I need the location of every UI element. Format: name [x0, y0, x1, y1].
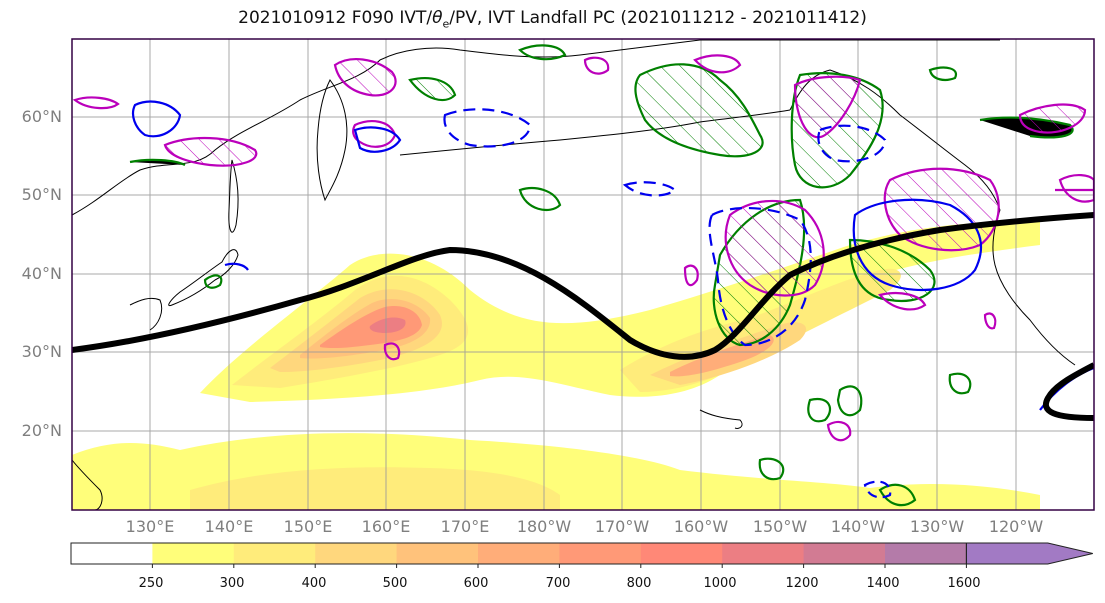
- theta-contour-13: [877, 291, 927, 311]
- map-frame: [71, 38, 1095, 511]
- pv-contour-sw1: [758, 457, 785, 481]
- lat-label-40n: 40°N: [21, 264, 62, 283]
- colorbar-tick-1600: 1600: [947, 576, 981, 591]
- japan-coast: [168, 249, 239, 307]
- pv-contour-sub1: [836, 385, 863, 417]
- colorbar-tick-1400: 1400: [866, 576, 900, 591]
- taiwan-ph: [72, 459, 103, 510]
- colorbar-tick-800: 800: [626, 576, 652, 591]
- lon-label-170e: 170°E: [440, 517, 490, 536]
- pv-contour-sub2: [948, 372, 972, 395]
- theta-contour-10: [1058, 174, 1094, 203]
- colorbar-segment: [396, 543, 479, 564]
- ivt-contour-solid-nw: [131, 100, 182, 138]
- ivt-contour-dash-aleut: [443, 108, 532, 148]
- colorbar-segment: [315, 543, 398, 564]
- colorbar-segment: [478, 543, 560, 564]
- colorbar-tick-700: 700: [545, 576, 571, 591]
- colorbar-segment: [640, 543, 723, 564]
- lon-label-130w: 130°W: [909, 517, 965, 536]
- lon-label-140e: 140°E: [204, 517, 254, 536]
- colorbar-tick-250: 250: [138, 576, 164, 591]
- lon-label-170w: 170°W: [594, 517, 650, 536]
- colorbar-tick-300: 300: [219, 576, 245, 591]
- theta-contour-6: [583, 56, 610, 75]
- hawaii: [699, 409, 743, 429]
- pv-contour-nw: [408, 77, 457, 102]
- ivt-band-300-south: [190, 467, 560, 510]
- theta-contour-12: [683, 264, 699, 287]
- theta-contour-14: [826, 420, 852, 442]
- ivt-contour-dash-central: [708, 207, 812, 347]
- theta-contour-1: [333, 58, 397, 97]
- ivt-contour-dash-mid: [622, 181, 677, 197]
- lat-label-60n: 60°N: [21, 107, 62, 126]
- theta-contour-16: [383, 342, 401, 361]
- colorbar-tick-1200: 1200: [785, 576, 819, 591]
- colorbar-frame: [70, 542, 967, 565]
- lat-label-20n: 20°N: [21, 421, 62, 440]
- ivt-contour-solid-kamch: [353, 126, 402, 153]
- lon-label-150e: 150°E: [283, 517, 333, 536]
- colorbar-segment: [152, 543, 235, 564]
- map-title: 2021010912 F090 IVT/θe/PV, IVT Landfall …: [238, 8, 867, 31]
- colorbar-segment: [803, 543, 886, 564]
- colorbar-tick-600: 600: [463, 576, 489, 591]
- ivt-contour-solid-japan: [224, 262, 249, 271]
- colorbar: [70, 542, 1093, 568]
- na-westcoast: [992, 209, 1076, 366]
- sakhalin-coast: [228, 159, 239, 233]
- theta-contours: [72, 54, 1094, 442]
- theta-contour-2: [163, 137, 258, 167]
- lat-label-50n: 50°N: [21, 185, 62, 204]
- ivt-band-1000: [369, 317, 406, 333]
- ivt-contour-solid-east: [852, 198, 983, 292]
- pv-contour-nw2: [129, 158, 186, 167]
- lon-label-130e: 130°E: [125, 517, 175, 536]
- theta-contour-4: [72, 96, 120, 110]
- kamchatka-coast: [316, 79, 348, 202]
- ivt-landfall-contours: [131, 100, 1094, 499]
- colorbar-segment: [559, 543, 642, 564]
- lat-label-30n: 30°N: [21, 342, 62, 361]
- theta-contour-3: [352, 120, 397, 148]
- pv-contour-gulf: [634, 63, 764, 158]
- pv-contour-sub3: [878, 483, 917, 507]
- pv-contour-sub4: [807, 397, 832, 423]
- ivt-shading: [72, 221, 1040, 510]
- lon-label-140w: 140°W: [830, 517, 886, 536]
- colorbar-extend-arrow: [965, 542, 1093, 565]
- theta-contour-11: [1018, 103, 1087, 134]
- colorbar-tick-500: 500: [382, 576, 408, 591]
- lon-label-120w: 120°W: [988, 517, 1044, 536]
- ivt-contour-dash-sw: [863, 480, 892, 499]
- pv-contour-east3: [928, 66, 958, 81]
- lon-label-150w: 150°W: [752, 517, 808, 536]
- lon-label-180w: 180°W: [516, 517, 572, 536]
- jet-axis-line-se: [1043, 362, 1094, 421]
- colorbar-tick-400: 400: [301, 576, 327, 591]
- theta-contour-7: [793, 75, 862, 139]
- pv-contour-japan: [203, 274, 223, 289]
- theta-contour-5: [693, 54, 742, 74]
- colorbar-segment: [722, 543, 805, 564]
- jet-axis-line: [72, 212, 1094, 360]
- pv-contour-east: [848, 238, 936, 303]
- pv-contour-nw3: [518, 44, 567, 61]
- lon-label-160e: 160°E: [361, 517, 411, 536]
- colorbar-tick-1000: 1000: [703, 576, 737, 591]
- theta-contour-15: [983, 312, 997, 330]
- lon-label-160w: 160°W: [673, 517, 729, 536]
- pv-contour-ab: [518, 187, 562, 212]
- colorbar-segment: [71, 543, 153, 564]
- korea-coast: [129, 297, 163, 331]
- colorbar-segment: [885, 543, 967, 564]
- colorbar-segment: [233, 543, 316, 564]
